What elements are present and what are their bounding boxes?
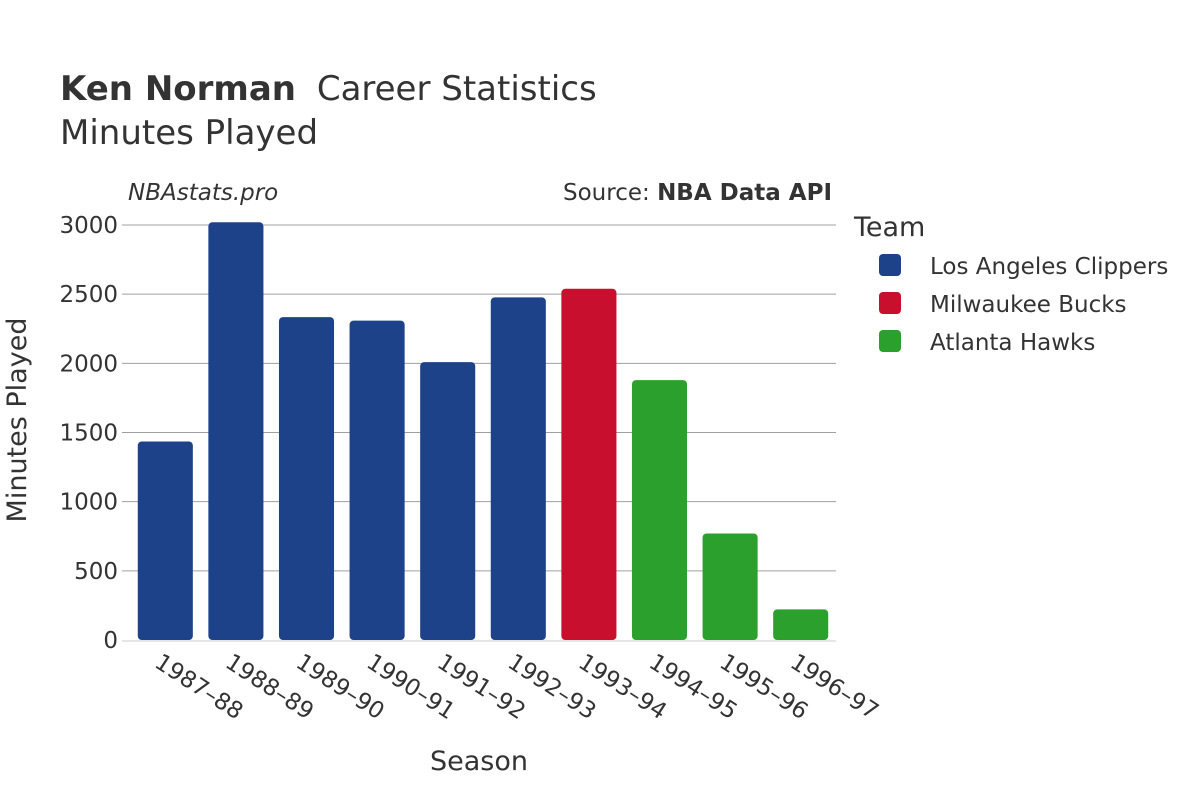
bars bbox=[137, 222, 829, 640]
y-tick-label: 1000 bbox=[59, 490, 118, 516]
bar-1989–90 bbox=[278, 317, 335, 640]
chart-subtitle: Minutes Played bbox=[60, 113, 318, 153]
watermark: NBAstats.pro bbox=[128, 180, 278, 206]
bar-1990–91 bbox=[349, 320, 405, 640]
legend-swatch bbox=[879, 292, 901, 314]
y-tick-label: 500 bbox=[74, 559, 118, 585]
bar-1991–92 bbox=[420, 362, 476, 640]
y-tick-label: 0 bbox=[103, 628, 118, 654]
title-rest: Career Statistics bbox=[317, 69, 597, 109]
source-prefix: Source: bbox=[563, 180, 657, 206]
y-tick-label: 2000 bbox=[59, 351, 118, 377]
x-axis-title: Season bbox=[430, 746, 528, 777]
legend: Los Angeles Clippers Milwaukee Bucks Atlan… bbox=[879, 254, 1168, 356]
bar-1996–97 bbox=[773, 609, 829, 640]
y-tick-label: 2500 bbox=[59, 282, 118, 308]
chart-title: Ken Norman Career Statistics bbox=[60, 69, 597, 109]
bar-1994–95 bbox=[631, 380, 688, 640]
bar-1993–94 bbox=[561, 288, 617, 640]
bar-1987–88 bbox=[137, 441, 193, 640]
legend-label: Milwaukee Bucks bbox=[930, 292, 1127, 318]
y-tick-label: 3000 bbox=[59, 213, 118, 239]
player-name: Ken Norman bbox=[60, 69, 296, 109]
legend-label: Atlanta Hawks bbox=[930, 330, 1095, 356]
y-axis-ticks: 0 500 1000 1500 2000 2500 3000 bbox=[59, 213, 118, 654]
legend-label: Los Angeles Clippers bbox=[930, 254, 1168, 280]
legend-title: Team bbox=[853, 212, 925, 243]
x-axis-ticks: 1987–881988–891989–901990–911991–921992–… bbox=[150, 649, 883, 725]
source-name: NBA Data API bbox=[657, 180, 832, 206]
bar-1988–89 bbox=[208, 222, 264, 640]
source-label: Source: NBA Data API bbox=[563, 180, 832, 206]
bar-1995–96 bbox=[702, 533, 758, 640]
legend-swatch bbox=[879, 254, 901, 276]
y-tick-label: 1500 bbox=[59, 421, 118, 447]
legend-swatch bbox=[879, 330, 901, 352]
bar-1992–93 bbox=[490, 297, 546, 640]
y-axis-title: Minutes Played bbox=[2, 318, 33, 523]
